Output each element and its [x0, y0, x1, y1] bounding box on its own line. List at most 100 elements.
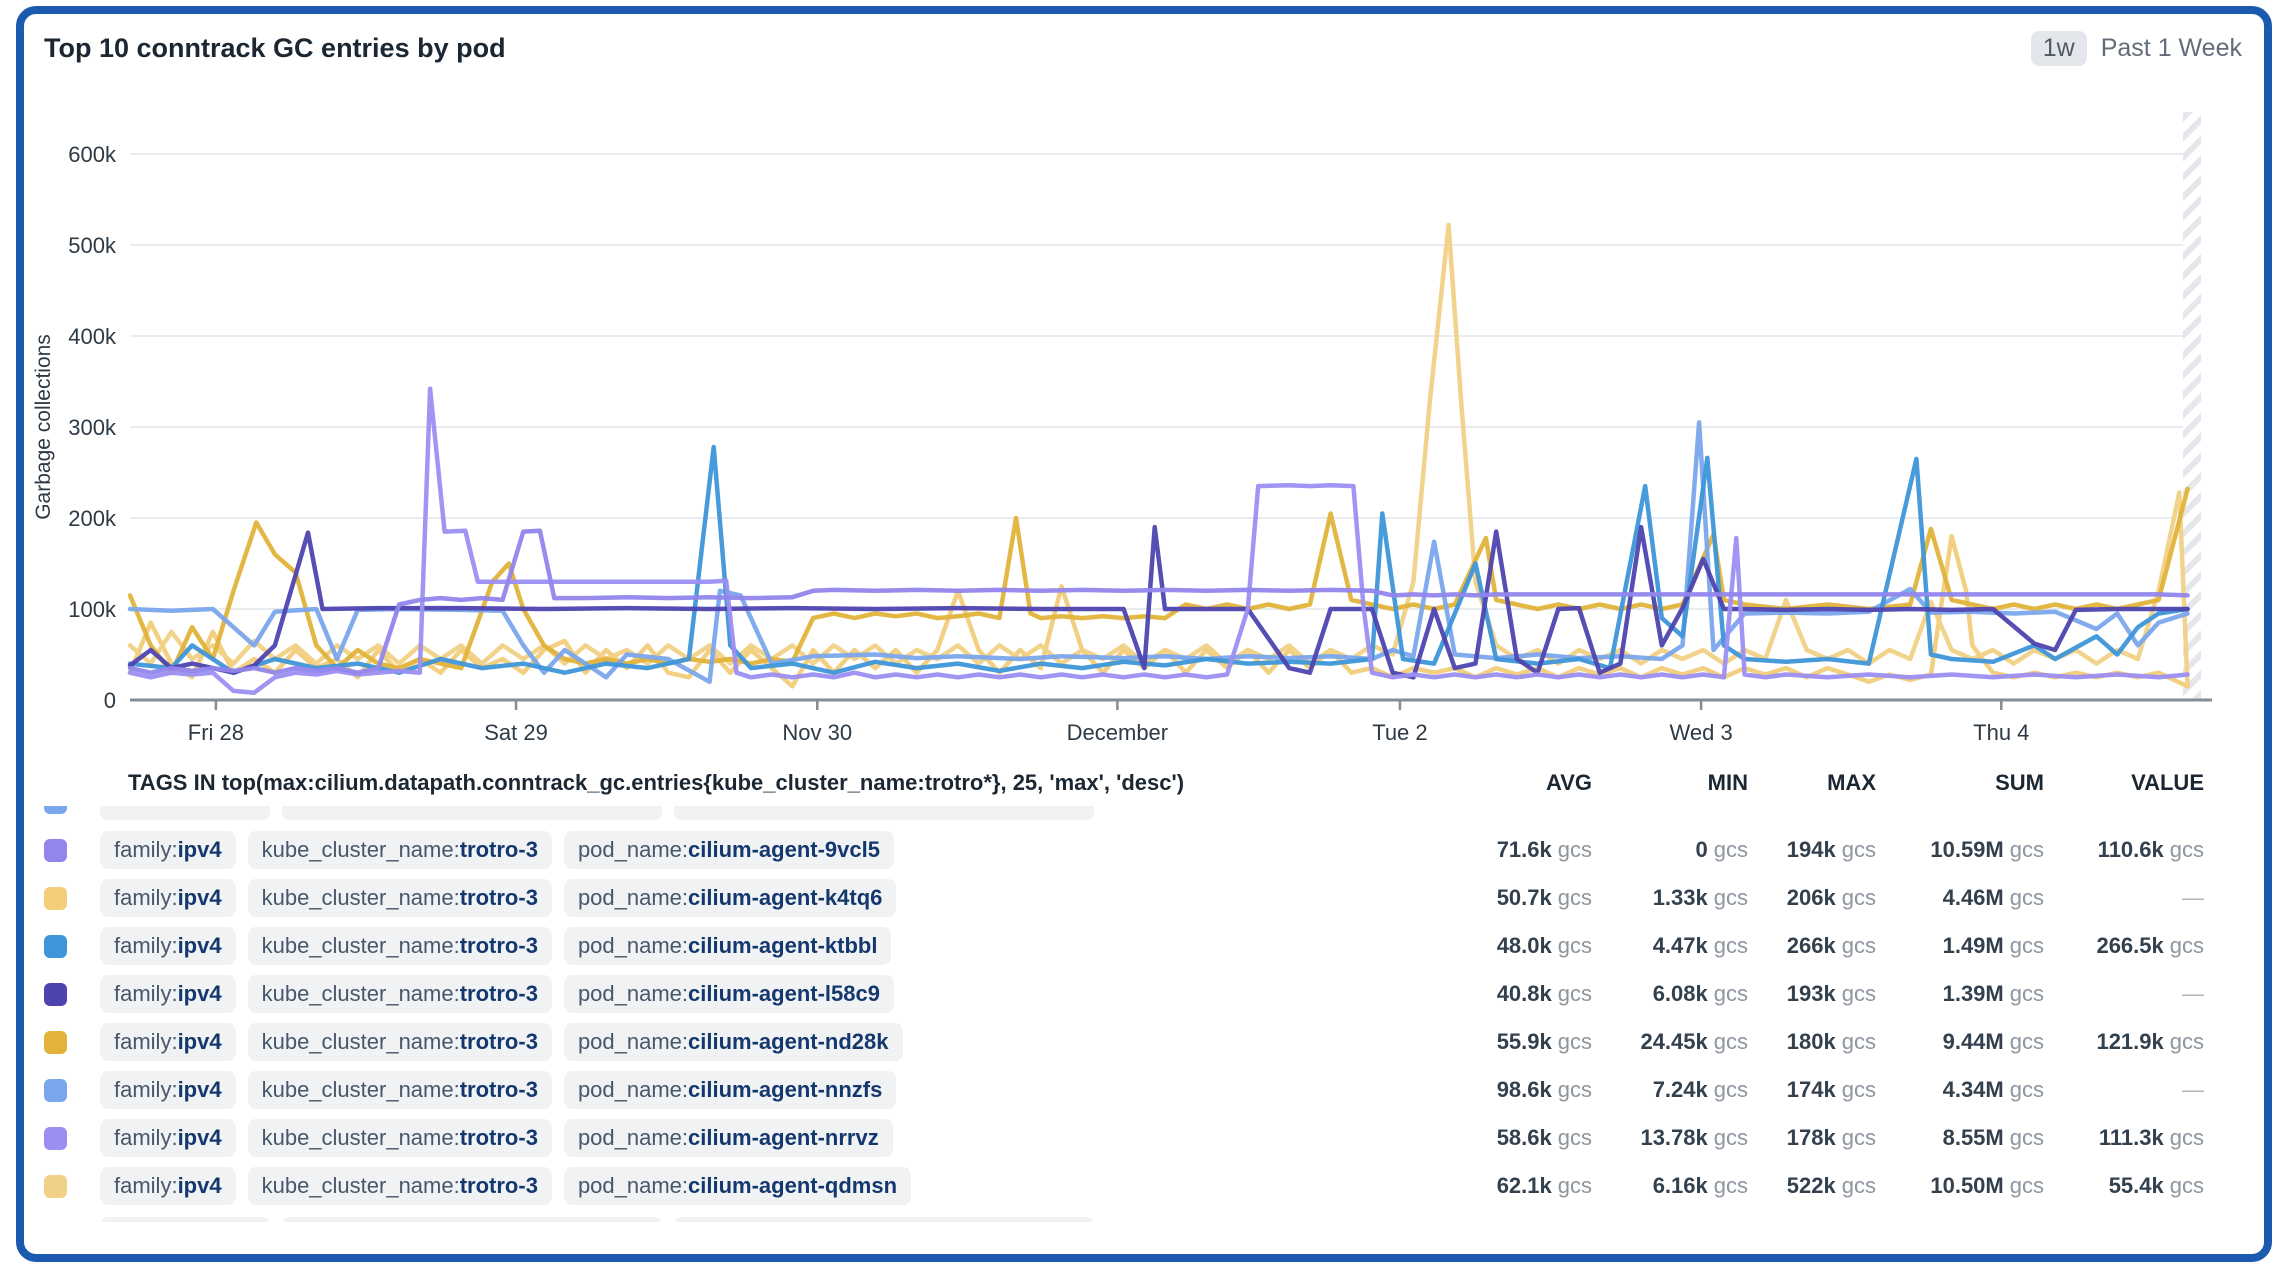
column-header-sum[interactable]: SUM	[1995, 770, 2044, 795]
tag-pill[interactable]: family: ipv4	[100, 1119, 236, 1157]
tag-pill[interactable]: kube_cluster_name: trotro-3	[247, 975, 552, 1013]
tag-value: trotro-3	[459, 1173, 538, 1198]
avg-cell: 58.6k gcs	[1496, 1125, 1592, 1150]
table-row[interactable]: family: ipv4 kube_cluster_name: trotro-3 pod…	[44, 1066, 2204, 1114]
tag-pill[interactable]: family: ipv4	[100, 975, 236, 1013]
max-cell: 206k gcs	[1786, 885, 1876, 910]
sum-cell: 9.44M gcs	[1942, 1029, 2044, 1054]
value-cell: 110.6k gcs	[2097, 837, 2204, 862]
min-cell: 0 gcs	[1695, 837, 1749, 862]
table-row-partial[interactable]	[44, 806, 2204, 826]
tag-value: trotro-3	[459, 1077, 538, 1102]
tag-value: ipv4	[177, 1125, 222, 1150]
tag-pill[interactable]: kube_cluster_name: trotro-3	[247, 1023, 552, 1061]
tag-value: ipv4	[177, 837, 222, 862]
legend-table-viewport[interactable]: family: ipv4 kube_cluster_name: trotro-3 pod…	[44, 806, 2204, 1222]
tag-value: trotro-3	[459, 1125, 538, 1150]
column-header-avg[interactable]: AVG	[1545, 770, 1592, 795]
avg-cell: 40.8k gcs	[1496, 981, 1592, 1006]
tag-key: family:	[114, 837, 178, 862]
table-row[interactable]: family: ipv4 kube_cluster_name: trotro-3 pod…	[44, 1114, 2204, 1162]
x-tick-label: Thu 4	[1973, 720, 2029, 745]
max-cell: 194k gcs	[1786, 837, 1876, 862]
x-tick-label: Wed 3	[1670, 720, 1733, 745]
series-color-swatch	[44, 806, 67, 814]
tag-value: cilium-agent-9vcl5	[688, 837, 880, 862]
table-row[interactable]: family: ipv4 kube_cluster_name: trotro-3 pod…	[44, 826, 2204, 874]
min-cell: 7.24k gcs	[1652, 1077, 1748, 1102]
tag-value: cilium-agent-nd28k	[688, 1029, 889, 1054]
tag-pill[interactable]: kube_cluster_name: trotro-3	[247, 1071, 552, 1109]
tag-pill[interactable]: kube_cluster_name: trotro-3	[247, 879, 552, 917]
tag-key: kube_cluster_name:	[261, 1077, 460, 1102]
tag-key: kube_cluster_name:	[261, 1125, 460, 1150]
timeseries-chart[interactable]: 0 100k 200k 300k 400k 500k 600k Fri 28 Sat 29 Nov…	[0, 0, 2286, 780]
tag-pill[interactable]: pod_name: cilium-agent-k4tq6	[563, 879, 897, 917]
avg-cell: 98.6k gcs	[1496, 1077, 1592, 1102]
min-cell: 4.47k gcs	[1652, 933, 1748, 958]
tag-pill[interactable]: kube_cluster_name: trotro-3	[247, 927, 552, 965]
tag-pill[interactable]: family: ipv4	[100, 831, 236, 869]
tag-value: trotro-3	[459, 837, 538, 862]
max-cell: 522k gcs	[1786, 1173, 1876, 1198]
tag-pill[interactable]: kube_cluster_name: trotro-3	[247, 1167, 552, 1205]
min-cell: 6.16k gcs	[1652, 1173, 1748, 1198]
table-row[interactable]: family: ipv4 kube_cluster_name: trotro-3 pod…	[44, 922, 2204, 970]
x-tick-label: December	[1067, 720, 1168, 745]
tag-key: kube_cluster_name:	[261, 1029, 460, 1054]
tag-value: ipv4	[177, 1029, 222, 1054]
tag-key: pod_name:	[577, 933, 689, 958]
series-color-swatch	[44, 838, 67, 862]
timerange-badge[interactable]: 1w	[2030, 30, 2087, 66]
tag-pill[interactable]: family: ipv4	[100, 879, 236, 917]
sum-cell: 4.46M gcs	[1942, 885, 2044, 910]
tag-pill[interactable]	[100, 806, 270, 820]
timerange-selector[interactable]: 1w Past 1 Week	[2030, 30, 2242, 66]
tag-pill[interactable]	[674, 806, 1094, 820]
tag-pill[interactable]: pod_name: cilium-agent-ktbbl	[563, 927, 892, 965]
column-header-max[interactable]: MAX	[1827, 770, 1876, 795]
table-row[interactable]: family: ipv4 kube_cluster_name: trotro-3 pod…	[44, 1018, 2204, 1066]
x-tick-label: Tue 2	[1372, 720, 1427, 745]
max-cell: 193k gcs	[1786, 981, 1876, 1006]
table-row[interactable]: family: ipv4 kube_cluster_name: trotro-3 pod…	[44, 1162, 2204, 1210]
series-line-cilium-agent-qdmsn	[127, 222, 2190, 689]
tag-key: family:	[114, 981, 178, 1006]
tag-pill[interactable]: pod_name: cilium-agent-l58c9	[563, 975, 894, 1013]
tag-pill[interactable]: family: ipv4	[100, 1071, 236, 1109]
tag-pill[interactable]	[282, 1216, 662, 1222]
table-row[interactable]: family: ipv4 kube_cluster_name: trotro-3 pod…	[44, 970, 2204, 1018]
tag-pill[interactable]: kube_cluster_name: trotro-3	[247, 831, 552, 869]
series-color-swatch	[44, 982, 67, 1006]
y-tick-label: 100k	[68, 597, 117, 622]
tag-key: family:	[114, 1173, 178, 1198]
sum-cell: 1.49M gcs	[1942, 933, 2044, 958]
tag-pill[interactable]: pod_name: cilium-agent-nrrvz	[563, 1119, 893, 1157]
tag-pill[interactable]: pod_name: cilium-agent-nd28k	[563, 1023, 903, 1061]
tag-pill[interactable]	[674, 1216, 1094, 1222]
tag-value: cilium-agent-nrrvz	[688, 1125, 879, 1150]
tag-key: family:	[114, 1029, 178, 1054]
chart-series-lines	[127, 222, 2190, 695]
table-row[interactable]: family: ipv4 kube_cluster_name: trotro-3 pod…	[44, 874, 2204, 922]
widget-title: Top 10 conntrack GC entries by pod	[44, 32, 506, 63]
avg-cell: 62.1k gcs	[1496, 1173, 1592, 1198]
tag-pill[interactable]: family: ipv4	[100, 927, 236, 965]
max-cell: 174k gcs	[1786, 1077, 1876, 1102]
tag-pill[interactable]: family: ipv4	[100, 1023, 236, 1061]
y-tick-label: 400k	[68, 324, 117, 349]
table-row-partial[interactable]	[44, 1210, 2204, 1222]
tag-pill[interactable]	[100, 1216, 270, 1222]
tag-pill[interactable]: pod_name: cilium-agent-nnzfs	[563, 1071, 897, 1109]
tag-value: cilium-agent-qdmsn	[688, 1173, 898, 1198]
timerange-label[interactable]: Past 1 Week	[2100, 33, 2242, 62]
tag-pill[interactable]	[282, 806, 662, 820]
tag-pill[interactable]: family: ipv4	[100, 1167, 236, 1205]
tag-pill[interactable]: kube_cluster_name: trotro-3	[247, 1119, 552, 1157]
min-cell: 13.78k gcs	[1640, 1125, 1748, 1150]
tag-pill[interactable]: pod_name: cilium-agent-9vcl5	[563, 831, 894, 869]
tag-value: trotro-3	[459, 933, 538, 958]
tag-pill[interactable]: pod_name: cilium-agent-qdmsn	[563, 1167, 912, 1205]
column-header-min[interactable]: MIN	[1707, 770, 1748, 795]
column-header-value[interactable]: VALUE	[2131, 770, 2204, 795]
